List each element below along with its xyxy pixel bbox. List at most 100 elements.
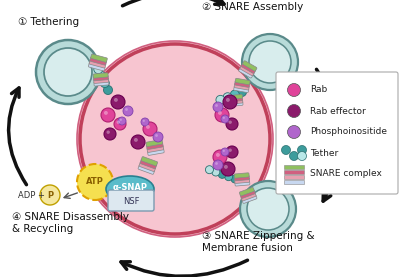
FancyBboxPatch shape: [234, 86, 249, 93]
Text: Tether: Tether: [310, 148, 338, 158]
Bar: [284, 179, 304, 184]
Circle shape: [120, 119, 122, 121]
Circle shape: [218, 170, 226, 178]
FancyBboxPatch shape: [240, 190, 255, 198]
Circle shape: [97, 72, 106, 81]
Circle shape: [240, 181, 296, 237]
FancyBboxPatch shape: [229, 97, 243, 102]
Circle shape: [223, 117, 225, 119]
Circle shape: [141, 118, 149, 126]
Circle shape: [218, 111, 222, 115]
Circle shape: [216, 153, 220, 157]
Text: ② SNARE Assembly: ② SNARE Assembly: [202, 2, 303, 12]
Circle shape: [223, 150, 225, 152]
FancyBboxPatch shape: [88, 63, 105, 71]
Circle shape: [247, 188, 289, 230]
Circle shape: [104, 111, 108, 115]
Circle shape: [230, 90, 239, 99]
Text: ④ SNARE Disassembly
& Recycling: ④ SNARE Disassembly & Recycling: [12, 212, 129, 234]
Circle shape: [290, 152, 298, 160]
Circle shape: [77, 41, 273, 237]
Text: Rab effector: Rab effector: [310, 106, 366, 116]
Circle shape: [225, 173, 233, 181]
Circle shape: [104, 128, 116, 140]
Circle shape: [228, 120, 232, 124]
Circle shape: [77, 164, 113, 200]
FancyBboxPatch shape: [90, 57, 106, 65]
Circle shape: [288, 104, 300, 117]
Circle shape: [114, 118, 126, 130]
Text: Rab: Rab: [310, 86, 327, 94]
Circle shape: [131, 135, 145, 149]
FancyBboxPatch shape: [229, 94, 242, 99]
Circle shape: [116, 120, 120, 124]
Circle shape: [36, 40, 100, 104]
Circle shape: [114, 98, 118, 102]
FancyBboxPatch shape: [243, 61, 257, 71]
Text: Phosphoinositide: Phosphoinositide: [310, 127, 387, 137]
Circle shape: [221, 162, 235, 176]
Circle shape: [215, 162, 218, 165]
Circle shape: [223, 93, 232, 102]
Text: ① Tethering: ① Tethering: [18, 17, 79, 27]
Text: ADP +: ADP +: [18, 191, 45, 199]
Circle shape: [215, 104, 218, 107]
Circle shape: [231, 175, 239, 183]
FancyBboxPatch shape: [139, 162, 156, 171]
Circle shape: [100, 79, 109, 88]
Bar: [284, 175, 304, 179]
FancyBboxPatch shape: [234, 173, 249, 178]
Circle shape: [94, 65, 103, 74]
FancyBboxPatch shape: [108, 190, 154, 211]
FancyBboxPatch shape: [276, 72, 398, 194]
Circle shape: [226, 118, 238, 130]
Ellipse shape: [106, 176, 154, 202]
FancyBboxPatch shape: [235, 78, 250, 85]
FancyBboxPatch shape: [234, 175, 249, 181]
Circle shape: [238, 88, 246, 96]
FancyBboxPatch shape: [93, 73, 108, 78]
Text: ATP: ATP: [86, 178, 104, 186]
Circle shape: [298, 152, 306, 160]
FancyBboxPatch shape: [239, 188, 254, 196]
Bar: [284, 165, 304, 169]
FancyBboxPatch shape: [94, 81, 109, 86]
Circle shape: [282, 145, 290, 155]
Circle shape: [125, 108, 128, 111]
Circle shape: [80, 44, 270, 234]
Circle shape: [288, 125, 300, 138]
Circle shape: [226, 98, 230, 102]
Circle shape: [44, 48, 92, 96]
FancyBboxPatch shape: [239, 68, 253, 78]
FancyBboxPatch shape: [94, 75, 108, 81]
Circle shape: [288, 83, 300, 96]
Circle shape: [215, 108, 229, 122]
FancyBboxPatch shape: [141, 157, 158, 166]
Circle shape: [106, 130, 110, 134]
Text: P: P: [47, 191, 53, 199]
Text: NSF: NSF: [123, 196, 139, 206]
Circle shape: [242, 34, 298, 90]
FancyBboxPatch shape: [140, 159, 156, 169]
Circle shape: [40, 185, 60, 205]
Circle shape: [221, 115, 229, 123]
Circle shape: [226, 146, 238, 158]
FancyBboxPatch shape: [241, 63, 256, 73]
Circle shape: [111, 95, 125, 109]
Circle shape: [143, 120, 145, 122]
Circle shape: [221, 148, 229, 156]
FancyBboxPatch shape: [241, 193, 256, 201]
Circle shape: [249, 41, 291, 83]
Circle shape: [143, 122, 157, 136]
Circle shape: [212, 168, 220, 176]
Circle shape: [146, 125, 150, 129]
Text: α-SNAP: α-SNAP: [112, 183, 148, 191]
FancyBboxPatch shape: [242, 195, 257, 203]
Circle shape: [118, 117, 126, 125]
Circle shape: [153, 132, 163, 142]
FancyBboxPatch shape: [235, 181, 250, 186]
Circle shape: [134, 138, 138, 142]
FancyBboxPatch shape: [230, 99, 243, 104]
Circle shape: [155, 134, 158, 137]
FancyBboxPatch shape: [235, 178, 250, 183]
